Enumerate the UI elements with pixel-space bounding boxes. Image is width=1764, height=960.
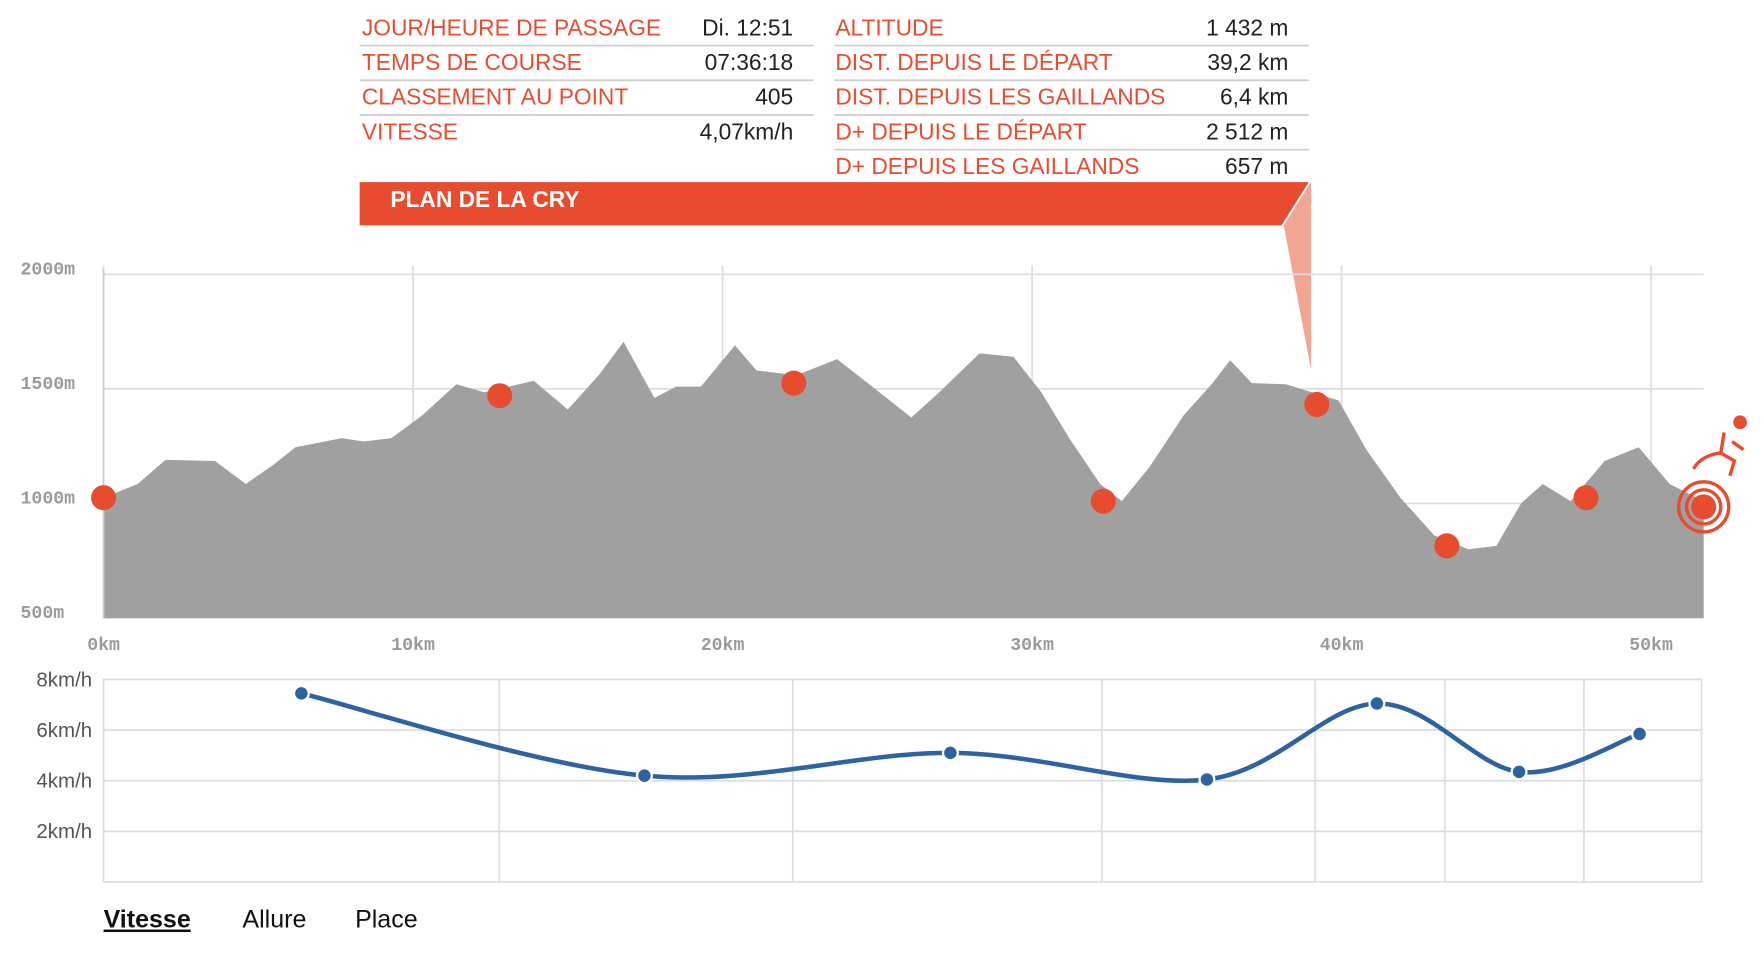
- info-label: JOUR/HEURE DE PASSAGE: [362, 14, 661, 40]
- info-label: TEMPS DE COURSE: [362, 49, 582, 75]
- x-tick-label: 10km: [391, 636, 435, 656]
- info-panel: JOUR/HEURE DE PASSAGE Di. 12:51 TEMPS DE C…: [359, 14, 1309, 179]
- speed-point: [1198, 770, 1216, 789]
- info-value: 39,2 km: [1207, 49, 1288, 75]
- info-label: ALTITUDE: [835, 14, 943, 40]
- x-tick-label: 40km: [1320, 636, 1364, 656]
- info-label: DIST. DEPUIS LES GAILLANDS: [835, 84, 1165, 110]
- tab[interactable]: Allure: [242, 906, 306, 934]
- tab[interactable]: Vitesse: [104, 906, 191, 934]
- checkpoint: [781, 370, 807, 396]
- x-tick-label: 50km: [1629, 636, 1673, 656]
- y-tick-label: 2000m: [20, 260, 75, 280]
- info-value: 2 512 m: [1206, 118, 1288, 144]
- speed-point: [292, 684, 310, 702]
- checkpoint: [1304, 391, 1330, 417]
- speed-point: [941, 744, 959, 762]
- speed-line: [300, 691, 1641, 784]
- current-ring: [1684, 488, 1723, 526]
- tabs: Vitesse Allure Place: [104, 906, 418, 934]
- info-value: Di. 12:51: [702, 14, 793, 40]
- info-label: VITESSE: [362, 118, 458, 144]
- info-value: 07:36:18: [705, 49, 794, 75]
- info-label: D+ DEPUIS LES GAILLANDS: [835, 153, 1139, 179]
- info-value: 4,07km/h: [700, 118, 794, 144]
- pointer: [1283, 182, 1312, 370]
- speed-point: [1368, 694, 1386, 713]
- y-tick-label: 500m: [20, 604, 64, 624]
- x-tick-label: 30km: [1010, 636, 1054, 656]
- speed-point: [1631, 725, 1649, 743]
- info-value: 405: [755, 84, 793, 110]
- info-value: 6,4 km: [1220, 84, 1288, 110]
- y-tick-label: 2km/h: [36, 820, 92, 843]
- speed-chart: 2km/h 4km/h 6km/h 8km/h: [36, 668, 1703, 883]
- checkpoint: [487, 383, 513, 409]
- checkpoint: [1691, 494, 1717, 520]
- tab[interactable]: Place: [355, 906, 418, 934]
- checkpoint: [91, 485, 117, 511]
- x-tick-label: 0km: [87, 636, 120, 656]
- speed-point: [635, 767, 653, 785]
- info-label: D+ DEPUIS LE DÉPART: [835, 118, 1086, 144]
- speed-point: [1510, 763, 1528, 781]
- checkpoint: [1573, 485, 1599, 511]
- banner: [359, 182, 1309, 226]
- info-label: DIST. DEPUIS LE DÉPART: [835, 49, 1112, 75]
- elevation-area: [103, 341, 1704, 618]
- y-tick-label: 1000m: [20, 489, 75, 509]
- runner-icon: [1691, 415, 1747, 477]
- current-ring: [1676, 480, 1731, 534]
- info-value: 1 432 m: [1206, 14, 1288, 40]
- info-value: 657 m: [1225, 153, 1288, 179]
- banner-title: PLAN DE LA CRY: [390, 186, 579, 212]
- y-tick-label: 6km/h: [36, 719, 92, 742]
- y-tick-label: 8km/h: [36, 668, 92, 691]
- y-tick-label: 4km/h: [36, 770, 92, 793]
- checkpoint: [1434, 533, 1460, 559]
- checkpoint: [1090, 488, 1116, 514]
- elevation-chart: 500m 1000m 1500m 2000m 0km 10km 20km 30km 40km 50…: [20, 260, 1731, 656]
- x-tick-label: 20km: [701, 636, 745, 656]
- info-label: CLASSEMENT AU POINT: [362, 84, 628, 110]
- y-tick-label: 1500m: [20, 375, 75, 395]
